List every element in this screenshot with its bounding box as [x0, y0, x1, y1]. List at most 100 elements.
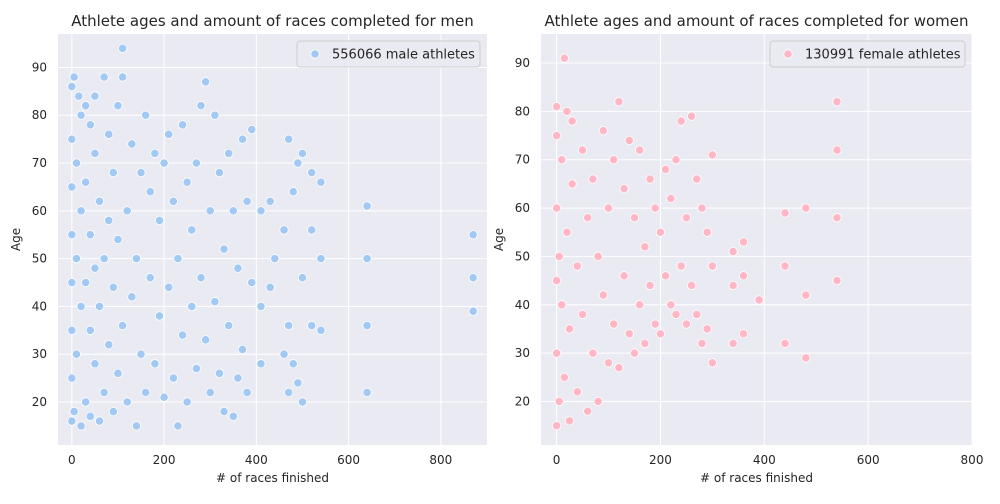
- scatter-point: [127, 139, 137, 149]
- plot-area: [58, 34, 487, 445]
- scatter-point: [145, 187, 155, 197]
- scatter-point: [692, 309, 702, 320]
- scatter-point: [686, 111, 697, 121]
- scatter-point: [168, 373, 178, 383]
- scatter-point: [210, 297, 220, 307]
- scatter-point: [247, 124, 257, 135]
- y-tick-label: 50: [32, 252, 47, 266]
- scatter-point: [104, 215, 114, 225]
- scatter-point: [76, 421, 86, 431]
- scatter-point: [728, 338, 738, 349]
- scatter-point: [76, 206, 86, 216]
- x-tick-label: 800: [429, 453, 452, 467]
- scatter-point: [559, 372, 569, 382]
- scatter-point: [557, 300, 567, 310]
- scatter-point: [603, 358, 614, 368]
- scatter-point: [122, 397, 132, 407]
- scatter-point: [554, 251, 564, 262]
- scatter-point: [307, 167, 317, 178]
- scatter-point: [69, 72, 79, 82]
- scatter-point: [598, 290, 608, 300]
- chart-panel-0: 0 200 400 600 800 20 30 40 50 60 70 80 90 Athlete age…: [9, 12, 487, 485]
- scatter-point: [237, 134, 248, 144]
- scatter-point: [214, 368, 225, 378]
- scatter-point: [104, 340, 114, 350]
- scatter-point: [94, 196, 105, 206]
- scatter-point: [136, 167, 146, 178]
- scatter-point: [362, 254, 372, 264]
- legend-box: [769, 40, 966, 68]
- y-tick-label: 30: [32, 347, 47, 361]
- x-tick-label: 600: [337, 453, 360, 467]
- y-tick-label: 60: [32, 204, 47, 218]
- scatter-point: [316, 177, 326, 187]
- scatter-point: [205, 206, 215, 216]
- scatter-point: [228, 206, 238, 216]
- scatter-point: [468, 273, 478, 283]
- scatter-point: [603, 203, 614, 213]
- scatter-point: [173, 254, 183, 264]
- scatter-point: [307, 225, 317, 235]
- scatter-point: [136, 349, 146, 359]
- scatter-point: [270, 254, 280, 264]
- scatter-point: [150, 148, 160, 159]
- scatter-point: [127, 292, 137, 302]
- scatter-point: [640, 338, 650, 349]
- scatter-point: [224, 148, 234, 159]
- scatter-point: [362, 201, 372, 211]
- x-tick-label: 400: [245, 453, 268, 467]
- scatter-point: [141, 110, 151, 120]
- scatter-point: [562, 227, 572, 237]
- scatter-point: [113, 368, 123, 378]
- scatter-point: [71, 254, 82, 264]
- scatter-point: [686, 280, 697, 291]
- scatter-point: [242, 196, 252, 206]
- scatter-point: [588, 348, 598, 358]
- scatter-point: [141, 387, 151, 398]
- scatter-point: [316, 254, 326, 264]
- scatter-point: [85, 120, 95, 130]
- scatter-point: [94, 301, 105, 312]
- x-tick-label: 600: [857, 453, 880, 467]
- scatter-point: [113, 101, 123, 111]
- scatter-point: [635, 300, 645, 310]
- scatter-point: [645, 280, 655, 291]
- scatter-point: [265, 196, 275, 206]
- scatter-point: [624, 329, 634, 339]
- scatter-point: [233, 373, 243, 383]
- scatter-point: [81, 177, 91, 187]
- scatter-point: [164, 129, 174, 139]
- scatter-point: [71, 158, 82, 168]
- scatter-point: [85, 325, 95, 335]
- scatter-point: [559, 53, 569, 63]
- scatter-point: [284, 134, 294, 144]
- scatter-point: [154, 311, 165, 321]
- y-tick-label: 50: [515, 249, 530, 263]
- scatter-point: [702, 324, 712, 334]
- y-axis-label: Age: [492, 228, 506, 251]
- scatter-point: [90, 359, 100, 369]
- scatter-point: [707, 150, 717, 160]
- scatter-point: [150, 359, 160, 369]
- scatter-point: [196, 273, 206, 283]
- scatter-point: [650, 203, 660, 213]
- scatter-point: [242, 387, 252, 398]
- scatter-point: [67, 416, 77, 426]
- scatter-point: [297, 273, 308, 283]
- scatter-point: [754, 295, 764, 305]
- x-tick-label: 0: [553, 453, 561, 467]
- scatter-point: [279, 225, 289, 235]
- scatter-point: [90, 91, 100, 101]
- x-tick-label: 200: [153, 453, 176, 467]
- scatter-point: [256, 359, 266, 369]
- scatter-point: [666, 193, 676, 203]
- scatter-point: [154, 215, 165, 225]
- scatter-point: [692, 174, 702, 184]
- scatter-point: [265, 282, 275, 292]
- scatter-point: [619, 271, 629, 281]
- x-tick-label: 800: [961, 453, 984, 467]
- scatter-point: [131, 254, 142, 264]
- scatter-point: [572, 387, 582, 397]
- scatter-point: [577, 145, 588, 155]
- scatter-point: [583, 213, 593, 223]
